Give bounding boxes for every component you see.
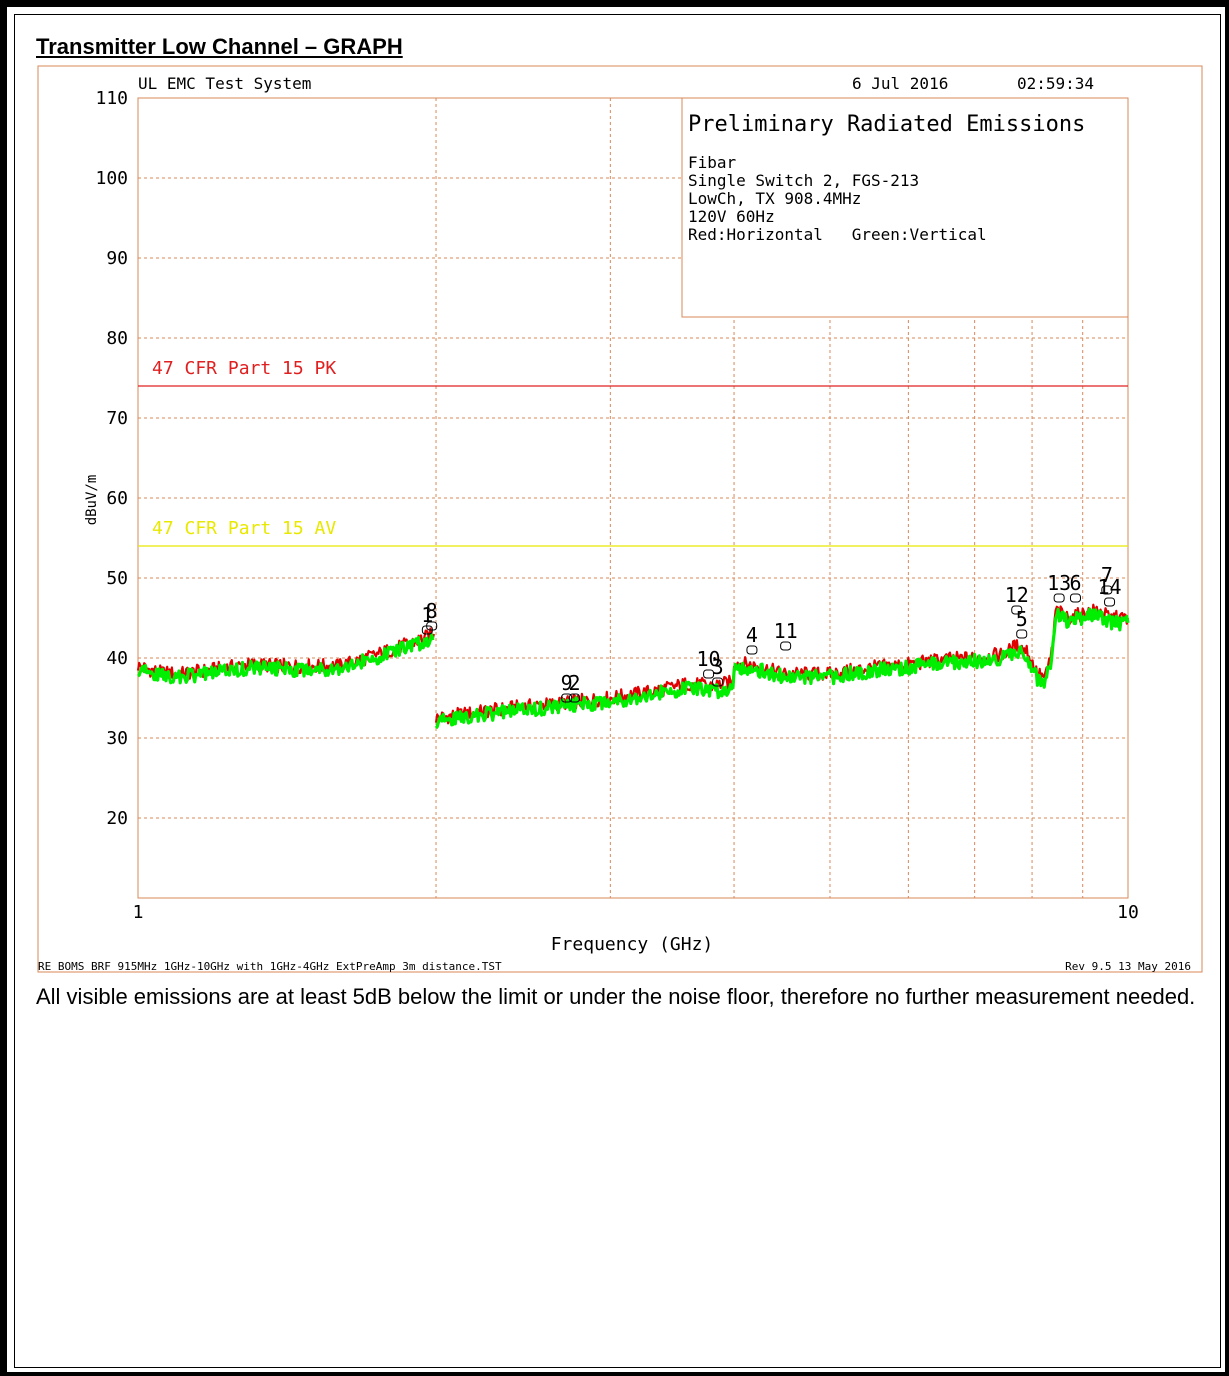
info-box-line: LowCh, TX 908.4MHz (688, 189, 861, 208)
marker-label: 7 (1101, 563, 1113, 587)
plot-time: 02:59:34 (1017, 74, 1094, 93)
marker-symbol (421, 625, 433, 635)
info-box-line: 120V 60Hz (688, 207, 775, 226)
marker-symbol (1016, 629, 1028, 639)
marker-symbol (561, 693, 573, 703)
info-box (681, 97, 1129, 318)
info-box-line: Single Switch 2, FGS-213 (688, 171, 919, 190)
info-box-line: Red:Horizontal Green:Vertical (688, 225, 987, 244)
y-tick-label: 80 (106, 328, 128, 349)
section-heading: Transmitter Low Channel – GRAPH (36, 34, 403, 59)
marker-label: 5 (1016, 607, 1028, 631)
marker-label: 14 (1098, 575, 1122, 599)
y-tick-label: 100 (95, 168, 128, 189)
marker-label: 9 (561, 671, 573, 695)
marker-label: 11 (774, 619, 798, 643)
marker-label: 2 (568, 671, 580, 695)
result-note: All visible emissions are at least 5dB b… (36, 984, 1196, 1009)
marker-symbol (1011, 605, 1023, 615)
marker-label: 12 (1005, 583, 1029, 607)
marker-symbol (569, 693, 580, 703)
footer-filename: RE BOMS BRF 915MHz 1GHz-10GHz with 1GHz-… (38, 960, 502, 973)
marker-label: 8 (426, 599, 438, 623)
marker-label: 10 (697, 647, 721, 671)
y-tick-label: 30 (106, 728, 128, 749)
marker-symbol (703, 669, 715, 679)
plot-area (137, 97, 1129, 899)
y-tick-label: 70 (106, 408, 128, 429)
page-frame-inner (14, 14, 1221, 1368)
marker-label: 13 (1047, 571, 1071, 595)
marker-symbol (1069, 593, 1081, 603)
y-tick-label: 90 (106, 248, 128, 269)
marker-label: 6 (1069, 571, 1081, 595)
y-tick-label: 40 (106, 648, 128, 669)
marker-symbol (780, 641, 792, 651)
trace-vertical (434, 607, 1130, 730)
info-box-title: Preliminary Radiated Emissions (688, 112, 1085, 137)
marker-symbol (712, 677, 724, 687)
marker-label: 1 (421, 603, 433, 627)
plotter-frame (37, 65, 1203, 973)
limit-label: 47 CFR Part 15 AV (152, 518, 336, 539)
marker-symbol (1053, 593, 1065, 603)
marker-label: 4 (746, 623, 758, 647)
y-tick-label: 110 (95, 88, 128, 109)
trace-vertical (137, 633, 435, 685)
plot-date: 6 Jul 2016 (852, 74, 948, 93)
marker-label: 3 (712, 655, 724, 679)
y-tick-label: 20 (106, 808, 128, 829)
y-tick-label: 60 (106, 488, 128, 509)
emissions-chart: UL EMC Test System 6 Jul 2016 02:59:34 20 30… (37, 65, 1203, 973)
y-axis-title: dBuV/m (84, 475, 100, 526)
system-name: UL EMC Test System (138, 74, 311, 93)
y-tick-label: 50 (106, 568, 128, 589)
limit-label: 47 CFR Part 15 PK (152, 358, 336, 379)
x-axis-title: Frequency (GHz) (551, 934, 714, 955)
marker-symbol (1104, 597, 1116, 607)
marker-symbol (1101, 585, 1113, 595)
footer-revision: Rev 9.5 13 May 2016 (1065, 960, 1191, 973)
x-tick-label: 10 (1117, 902, 1139, 923)
info-box-line: Fibar (688, 153, 737, 172)
marker-symbol (746, 645, 758, 655)
x-tick-label: 1 (133, 902, 144, 923)
